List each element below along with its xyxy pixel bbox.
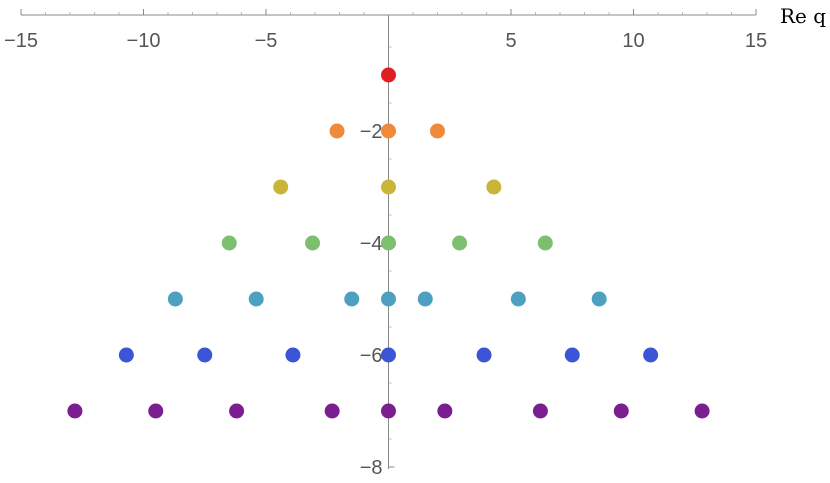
x-axis-title: Re q [780,4,826,28]
data-point [221,235,237,251]
data-point [248,291,264,307]
data-point [381,235,396,251]
data-point [118,347,134,363]
x-tick-label: −15 [4,30,38,52]
x-tick-label: 15 [745,30,767,52]
data-point [381,347,396,363]
data-point [381,291,396,307]
data-point [344,291,360,307]
data-point [381,67,396,83]
y-tick-label: −8 [360,457,383,479]
data-points [67,67,710,419]
data-point [452,235,468,251]
data-point [476,347,492,363]
data-point [381,403,396,419]
y-tick-label: −6 [360,345,383,367]
data-point [486,179,502,195]
data-point [229,403,245,419]
data-point [417,291,433,307]
data-point [564,347,580,363]
data-point [197,347,213,363]
y-tick-label: −4 [360,233,383,255]
data-point [643,347,659,363]
x-tick-label: 10 [622,30,644,52]
data-point [537,235,553,251]
data-point [437,403,453,419]
data-point [273,179,289,195]
data-point [532,403,548,419]
x-tick-label: −5 [255,30,278,52]
y-tick-label: −2 [360,121,383,143]
data-point [305,235,321,251]
data-point [67,403,83,419]
x-tick-label: −10 [127,30,161,52]
data-point [510,291,526,307]
data-point [381,123,396,139]
data-point [430,123,445,139]
data-point [329,123,345,139]
data-point [148,403,164,419]
data-point [167,291,183,307]
x-tick-label: 5 [505,30,516,52]
data-point [324,403,340,419]
data-point [694,403,710,419]
data-point [591,291,607,307]
axis-ticks: −15 −10 −5 5 10 15 −2 −4 −6 −8 [4,9,767,479]
data-point [381,179,396,195]
data-point [613,403,629,419]
data-point [285,347,301,363]
